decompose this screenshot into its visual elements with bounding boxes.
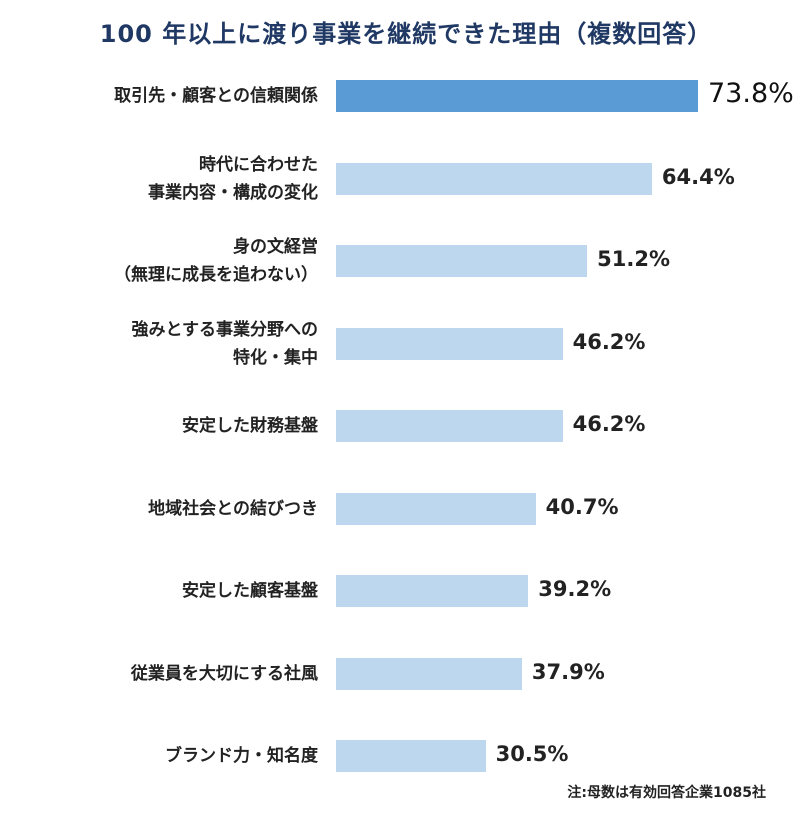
bar — [336, 492, 536, 525]
bar — [336, 410, 563, 442]
value-label: 64.4% — [661, 164, 735, 189]
bar-highlight — [336, 80, 698, 112]
category-label-line: 取引先・顧客との信頼関係 — [114, 86, 318, 106]
bar — [336, 575, 529, 607]
category-label-line: 従業員を大切にする社風 — [130, 663, 318, 684]
chart-note: 注:母数は有効回答企業1085社 — [567, 785, 766, 801]
value-label: 30.5% — [495, 742, 569, 766]
value-label: 46.2% — [572, 412, 646, 436]
value-label: 37.9% — [531, 659, 605, 684]
category-label: 取引先・顧客との信頼関係 — [114, 82, 318, 110]
value-label: 39.2% — [538, 577, 612, 601]
bar — [336, 740, 486, 772]
category-label-line: 時代に合わせた — [199, 154, 318, 175]
value-label: 51.2% — [597, 247, 670, 271]
category-label-line: 特化・集中 — [233, 347, 318, 368]
bar — [336, 327, 563, 360]
category-label: 安定した顧客基盤 — [182, 577, 318, 605]
value-label: 40.7% — [545, 494, 619, 519]
category-label-line: 地域社会との結びつき — [148, 498, 318, 519]
category-label: 従業員を大切にする社風 — [131, 660, 318, 688]
category-label-line: 身の文経営 — [233, 237, 318, 257]
category-label-line: 安定した顧客基盤 — [182, 581, 318, 601]
value-label: 46.2% — [572, 329, 646, 354]
category-label: 地域社会との結びつき — [148, 495, 318, 523]
chart-title: 100 年以上に渡り事業を継続できた理由（複数回答） — [99, 20, 713, 48]
category-label: 安定した財務基盤 — [182, 412, 318, 440]
category-label: 身の文経営 （無理に成長を追わない） — [114, 233, 318, 289]
category-label: 強みとする事業分野への特化・集中 — [132, 316, 319, 372]
bar — [336, 657, 522, 690]
category-label-line: ブランド力・知名度 — [165, 746, 318, 766]
category-label: ブランド力・知名度 — [165, 742, 318, 770]
category-label-line: 事業内容・構成の変化 — [148, 182, 318, 203]
bar — [336, 245, 588, 277]
category-label: 時代に合わせた事業内容・構成の変化 — [148, 151, 318, 207]
category-label-line: 安定した財務基盤 — [182, 416, 318, 436]
bar — [336, 162, 652, 195]
category-label-line: 強みとする事業分野への — [131, 319, 319, 340]
value-label: 73.8% — [708, 78, 794, 109]
category-label-line: （無理に成長を追わない） — [114, 265, 318, 285]
